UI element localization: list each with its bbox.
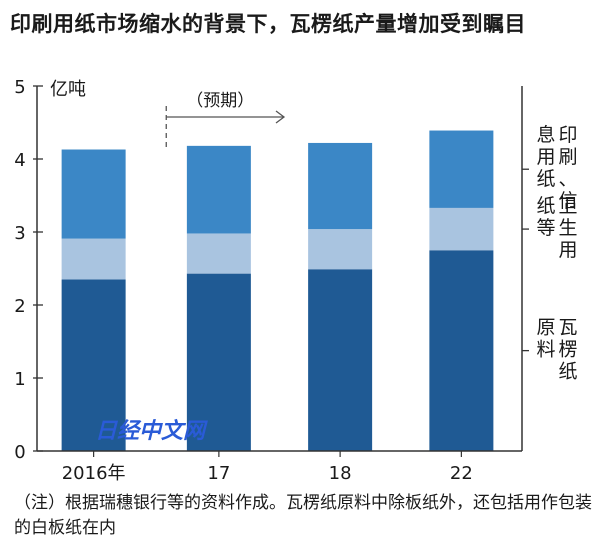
legend-char: 纸 (536, 195, 555, 217)
legend-char: 、 (558, 168, 577, 190)
x-tick-label: 17 (207, 463, 230, 484)
watermark-logo: 日经中文网 (95, 418, 208, 444)
x-tick-label: 2016年 (62, 463, 126, 484)
y-tick-label: 5 (14, 77, 25, 98)
forecast-label: （预期） (186, 91, 254, 111)
legend-label-0: 瓦楞纸原料 (536, 317, 577, 383)
bar-segment-1-0 (61, 238, 126, 280)
bar-segment-0-2 (308, 269, 373, 451)
legend-char: 料 (536, 339, 555, 361)
legend-char: 信 (558, 190, 577, 212)
legend-char: 刷 (558, 146, 577, 168)
forecast-marker: （预期） (165, 91, 286, 150)
legend-char: 印 (558, 124, 577, 146)
bar-segment-1-3 (429, 207, 494, 251)
legend-label-2: 印刷、信 息用纸 (536, 124, 577, 212)
bar-segment-0-0 (61, 279, 126, 451)
footnote: （注）根据瑞穗银行等的资料作成。瓦楞纸原料中除板纸外，还包括用作包装的白板纸在内 (14, 493, 592, 538)
legend-char: 楞 (558, 339, 577, 361)
y-axis-unit-label: 亿吨 (50, 79, 86, 100)
forecast-arrow-head (275, 110, 286, 124)
chart-title: 印刷用纸市场缩水的背景下，瓦楞纸产量增加受到瞩目 (10, 12, 526, 36)
legend-char: 纸 (558, 361, 577, 383)
bar-segment-2-0 (61, 149, 126, 239)
legend-char: 用 (558, 239, 577, 261)
legend-char: 用 (536, 146, 555, 168)
x-tick-label: 18 (329, 463, 352, 484)
bar-segment-1-1 (186, 233, 251, 274)
y-tick-label: 2 (14, 296, 25, 317)
y-tick-label: 4 (14, 150, 25, 171)
bar-segment-2-1 (186, 145, 251, 234)
axes: 0 1 2 3 4 5 2016年 17 18 22 (14, 77, 523, 484)
legend-char: 瓦 (558, 317, 577, 339)
legend-char: 息 (536, 124, 555, 146)
bar-segment-1-2 (308, 229, 373, 270)
legend-char: 等 (536, 217, 555, 239)
bar-segment-2-3 (429, 130, 494, 208)
y-tick-label: 3 (14, 223, 25, 244)
bar-segment-2-2 (308, 142, 373, 230)
legend-char: 卫 (558, 195, 577, 217)
bars (61, 130, 494, 451)
x-tick-label: 22 (450, 463, 473, 484)
bar-segment-0-1 (186, 273, 251, 451)
legend-char: 生 (558, 217, 577, 239)
y-tick-label: 1 (14, 369, 25, 390)
legend-char: 原 (536, 317, 555, 339)
bar-segment-0-3 (429, 250, 494, 451)
y-tick-label: 0 (14, 442, 25, 463)
legend-char: 纸 (536, 168, 555, 190)
